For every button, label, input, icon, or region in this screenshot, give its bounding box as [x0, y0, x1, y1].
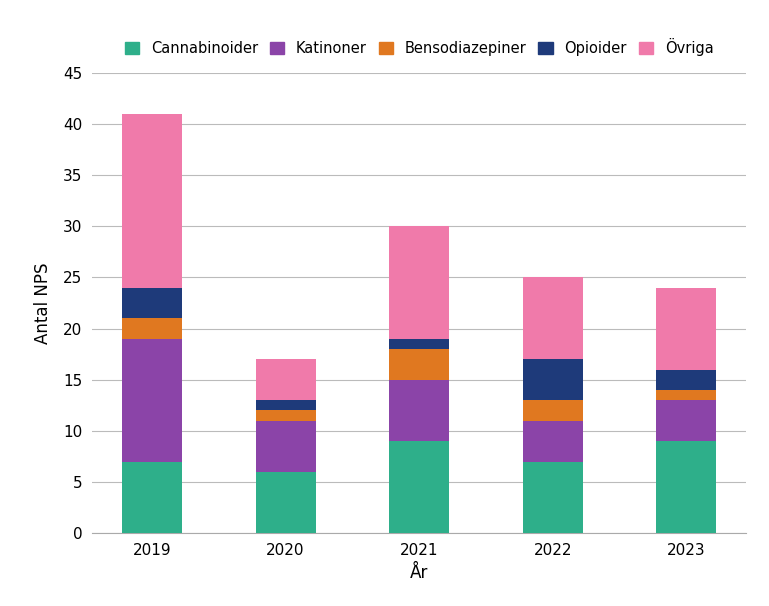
- Bar: [523, 278, 583, 359]
- Bar: [523, 359, 583, 400]
- Bar: [389, 226, 449, 339]
- Bar: [255, 400, 315, 410]
- Bar: [122, 318, 182, 339]
- Legend: Cannabinoider, Katinoner, Bensodiazepiner, Opioider, Övriga: Cannabinoider, Katinoner, Bensodiazepine…: [120, 34, 718, 61]
- Bar: [255, 410, 315, 421]
- Bar: [389, 339, 449, 349]
- Bar: [122, 114, 182, 288]
- Bar: [656, 370, 716, 390]
- Bar: [122, 339, 182, 462]
- Bar: [389, 380, 449, 441]
- Bar: [122, 288, 182, 318]
- Bar: [255, 421, 315, 472]
- Bar: [255, 472, 315, 533]
- Bar: [656, 390, 716, 400]
- Y-axis label: Antal NPS: Antal NPS: [34, 262, 52, 344]
- Bar: [122, 462, 182, 533]
- Bar: [389, 349, 449, 380]
- Bar: [523, 462, 583, 533]
- Bar: [255, 359, 315, 400]
- Bar: [389, 441, 449, 533]
- Bar: [656, 400, 716, 441]
- Bar: [523, 421, 583, 462]
- X-axis label: År: År: [410, 564, 428, 582]
- Bar: [656, 288, 716, 370]
- Bar: [656, 441, 716, 533]
- Bar: [523, 400, 583, 421]
